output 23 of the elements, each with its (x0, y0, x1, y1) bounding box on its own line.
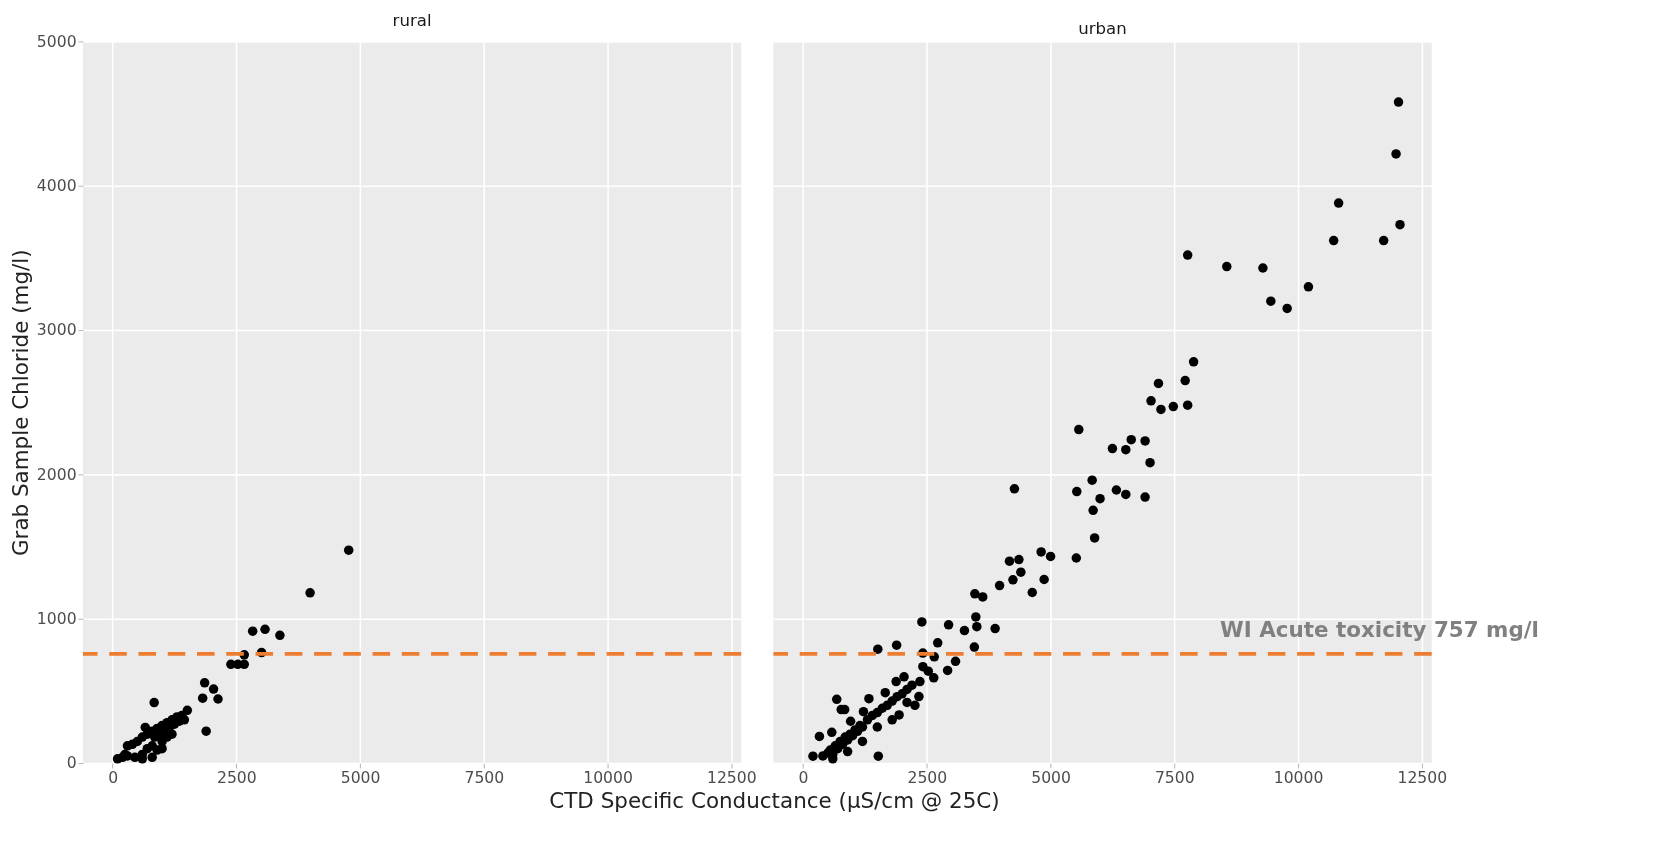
y-tick-label: 0 (66, 754, 77, 773)
x-tick-label: 12500 (706, 769, 757, 788)
x-tick-label: 2500 (907, 769, 948, 788)
x-tick-label: 5000 (340, 769, 381, 788)
x-tick-label: 0 (798, 769, 809, 788)
x-tick-label: 10000 (583, 769, 633, 788)
x-tick-label: 12500 (1397, 769, 1448, 788)
chart-title: urban (1078, 18, 1127, 38)
y-tick-label: 5000 (36, 32, 77, 51)
y-tick-label: 1000 (36, 610, 77, 629)
x-tick-label: 10000 (1273, 769, 1324, 788)
x-tick-label: 2500 (216, 769, 257, 788)
x-tick-label: 5000 (1031, 769, 1071, 788)
y-tick-label: 4000 (36, 177, 77, 196)
y-axis-title: Grab Sample Chloride (mg/l) (8, 249, 34, 557)
y-tick-label: 3000 (36, 321, 77, 340)
ref-line-label: WI Acute toxicity 757 mg/l (1220, 617, 1539, 643)
x-axis-title: CTD Specific Conductance (µS/cm @ 25C) (549, 787, 1000, 813)
x-tick-label: 0 (108, 769, 119, 788)
y-tick-label: 2000 (36, 465, 77, 484)
x-tick-label: 7500 (1154, 769, 1195, 788)
x-tick-label: 7500 (464, 769, 505, 788)
chart-title: rural (392, 10, 432, 30)
